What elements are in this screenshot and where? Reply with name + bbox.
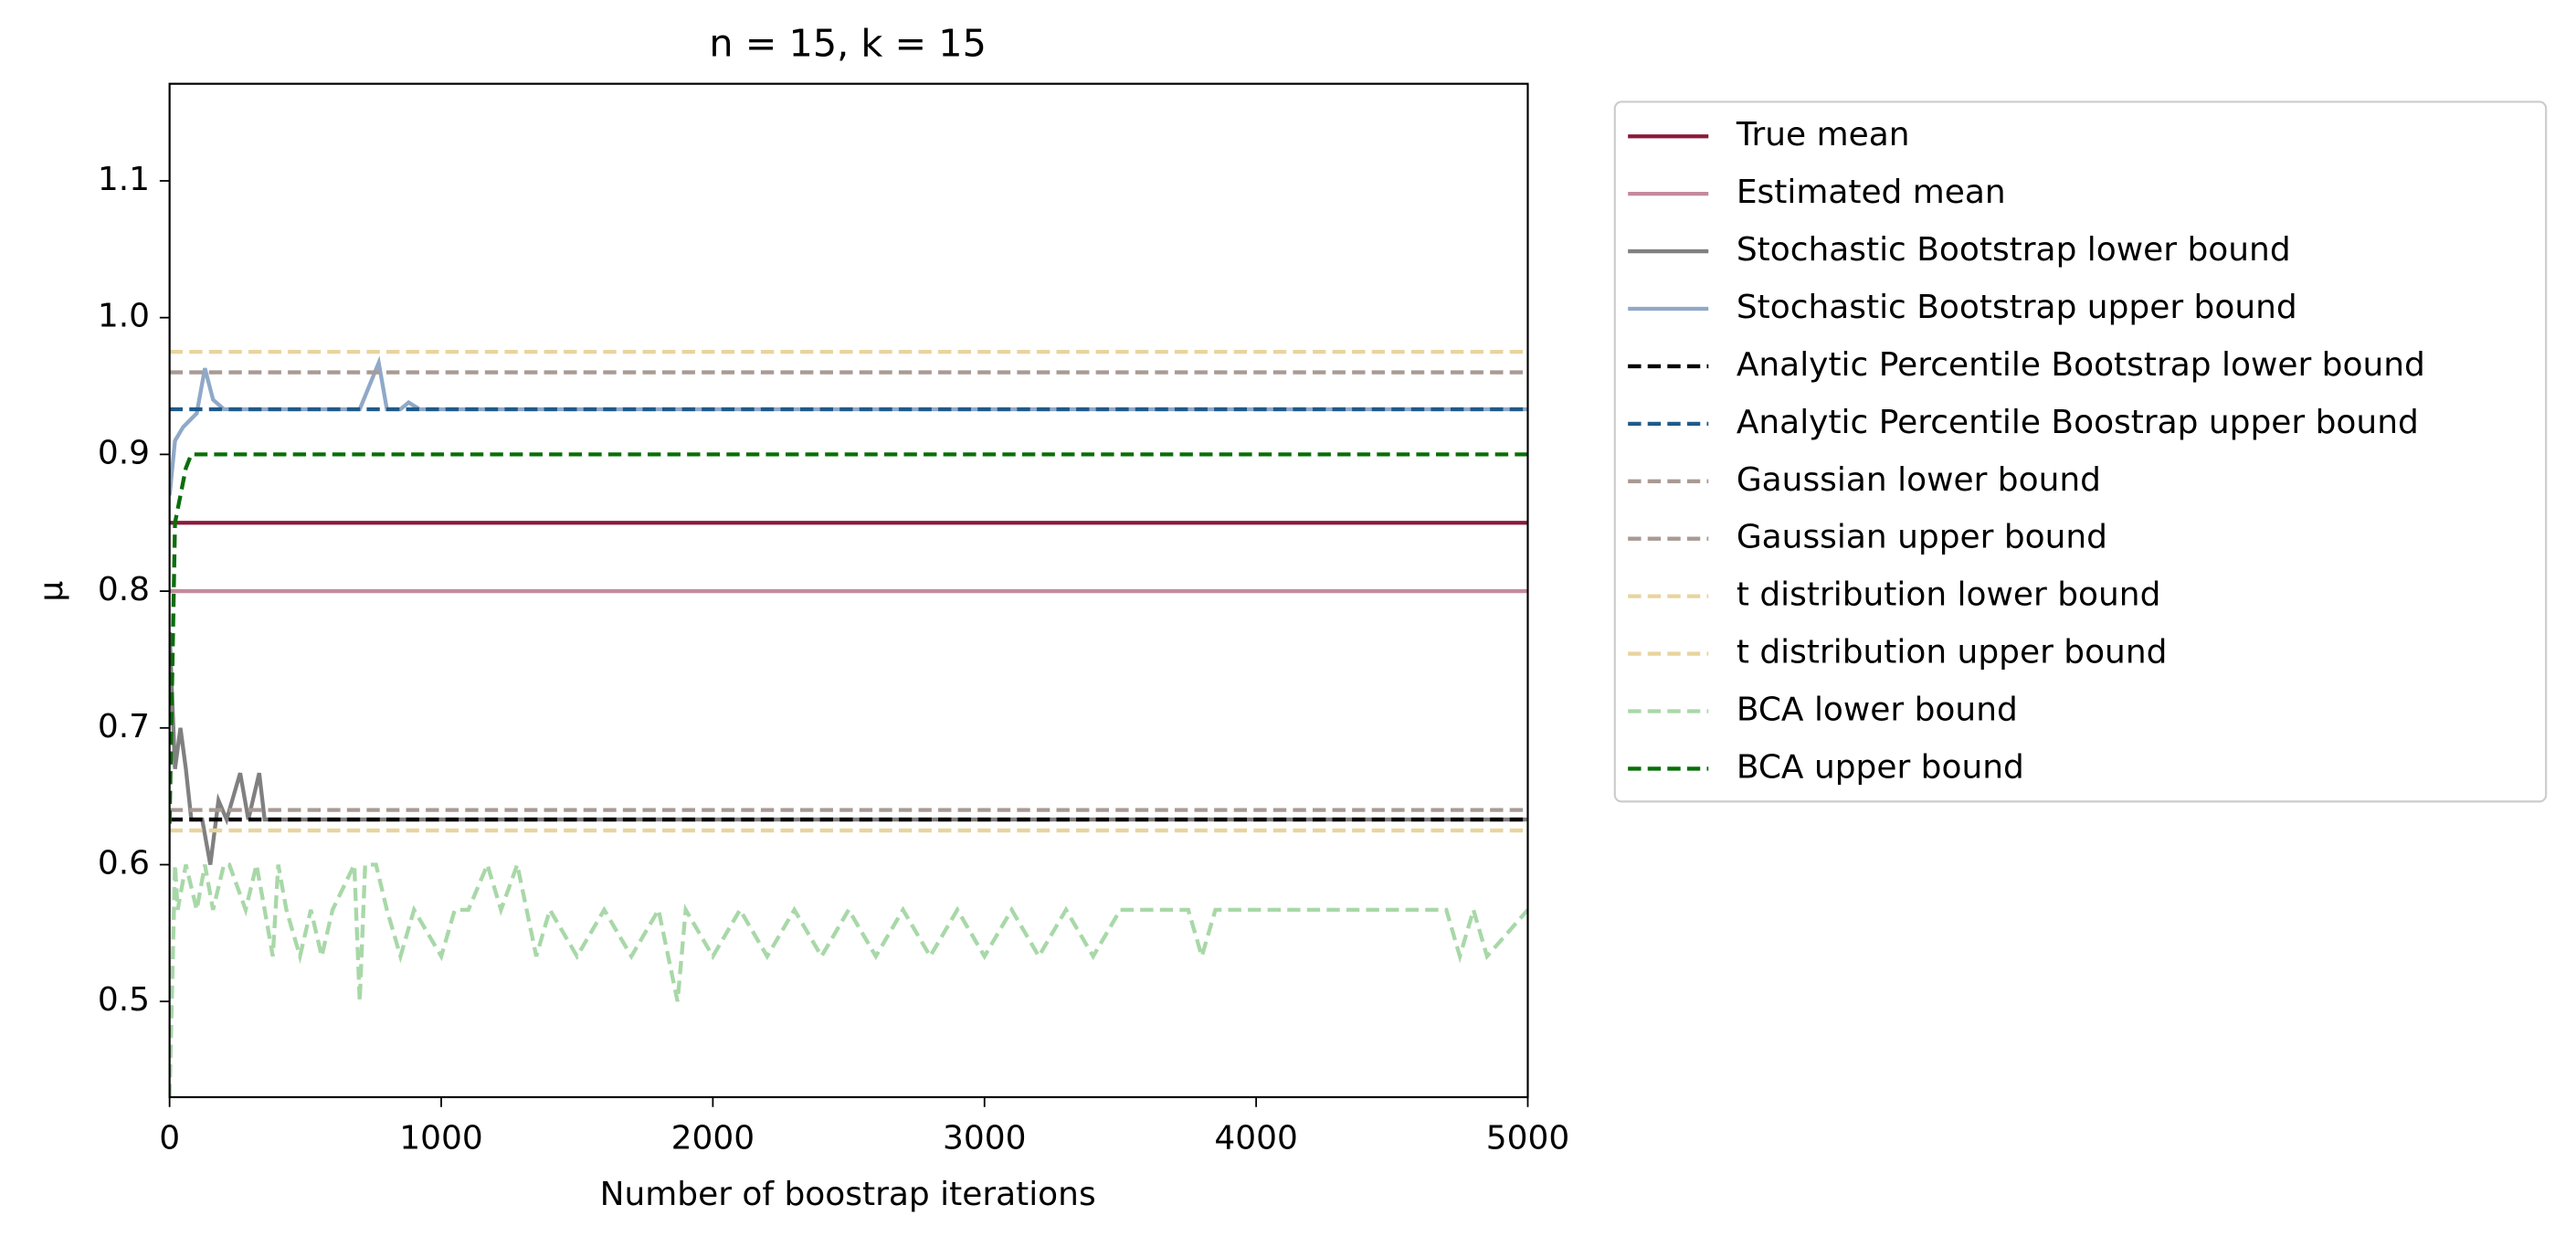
legend-label: Analytic Percentile Bootstrap lower boun… (1737, 346, 2425, 384)
series-line (169, 857, 1528, 1097)
legend-label: Gaussian lower bound (1737, 461, 2101, 499)
x-tick-label: 4000 (1214, 1120, 1297, 1157)
x-tick-label: 0 (159, 1120, 180, 1157)
y-tick-label: 0.9 (98, 434, 150, 471)
legend-label: t distribution lower bound (1737, 576, 2161, 614)
x-axis-label: Number of boostrap iterations (600, 1176, 1096, 1213)
legend-label: t distribution upper bound (1737, 634, 2168, 671)
x-tick-label: 3000 (943, 1120, 1026, 1157)
series-line (169, 355, 1528, 496)
series-line (169, 452, 1528, 824)
plot-frame (168, 82, 1529, 1099)
x-tick-label: 1000 (399, 1120, 482, 1157)
chart-title: n = 15, k = 15 (709, 21, 987, 65)
y-axis-label: μ (33, 581, 70, 602)
y-tick-label: 0.7 (98, 708, 150, 745)
legend-label: True mean (1736, 116, 1910, 153)
y-tick-label: 1.1 (98, 161, 150, 198)
legend-label: Analytic Percentile Boostrap upper bound (1737, 404, 2419, 441)
x-tick-label: 5000 (1486, 1120, 1569, 1157)
legend-label: Stochastic Bootstrap upper bound (1737, 289, 2297, 326)
y-tick-label: 1.0 (98, 298, 150, 335)
legend-label: BCA lower bound (1737, 691, 2018, 728)
y-tick-label: 0.5 (98, 981, 150, 1019)
legend-label: Estimated mean (1737, 174, 2006, 211)
legend-label: Gaussian upper bound (1737, 519, 2107, 556)
legend-label: BCA upper bound (1737, 748, 2024, 786)
legend-label: Stochastic Bootstrap lower bound (1737, 231, 2291, 269)
x-tick-label: 2000 (671, 1120, 755, 1157)
y-tick-label: 0.6 (98, 844, 150, 882)
series-line (169, 631, 1528, 865)
y-tick-label: 0.8 (98, 571, 150, 608)
legend-box (1613, 100, 2548, 803)
